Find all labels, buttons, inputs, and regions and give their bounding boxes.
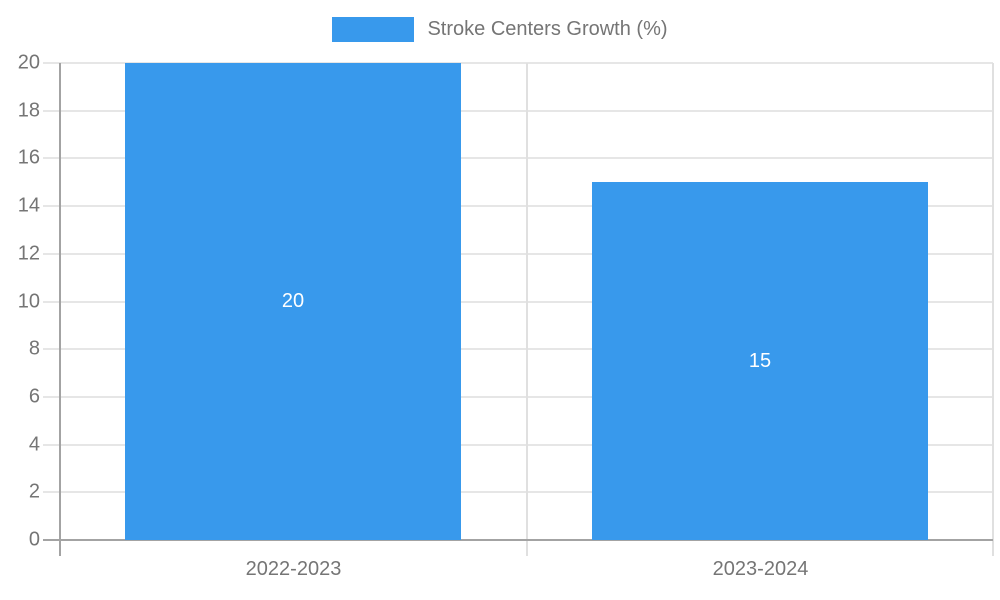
bar-value-label-2023-2024: 15 — [748, 349, 772, 372]
ytick-mark-14 — [43, 205, 60, 207]
legend-swatch-icon — [332, 17, 415, 42]
legend-label: Stroke Centers Growth (%) — [427, 18, 668, 40]
y-axis-label-0: 0 — [28, 528, 40, 551]
y-axis-label-8: 8 — [28, 337, 40, 360]
ytick-mark-8 — [43, 348, 60, 350]
y-axis-label-20: 20 — [17, 51, 40, 74]
y-axis-line — [59, 63, 61, 556]
x-axis-baseline — [43, 539, 993, 541]
category-boundary-line-1 — [526, 63, 528, 556]
y-axis-label-2: 2 — [28, 480, 40, 503]
ytick-mark-18 — [43, 110, 60, 112]
bar-2023-2024[interactable]: 15 — [592, 182, 928, 540]
ytick-mark-2 — [43, 491, 60, 493]
y-axis-label-14: 14 — [17, 194, 40, 217]
y-axis-label-12: 12 — [17, 242, 40, 265]
ytick-mark-20 — [43, 62, 60, 64]
bar-value-label-2022-2023: 20 — [281, 290, 305, 312]
ytick-mark-6 — [43, 396, 60, 398]
ytick-mark-12 — [43, 253, 60, 255]
legend[interactable]: Stroke Centers Growth (%) — [0, 17, 1000, 42]
y-axis-label-4: 4 — [28, 433, 40, 456]
y-axis-label-18: 18 — [17, 99, 40, 122]
x-axis-label-2022-2023: 2022-2023 — [245, 558, 342, 580]
ytick-mark-4 — [43, 444, 60, 446]
x-axis-label-2023-2024: 2023-2024 — [712, 558, 809, 580]
y-axis-label-10: 10 — [17, 290, 40, 313]
category-boundary-line-2 — [992, 63, 994, 556]
bar-2022-2023[interactable]: 20 — [125, 63, 461, 540]
y-axis-label-16: 16 — [17, 146, 40, 169]
ytick-mark-16 — [43, 157, 60, 159]
ytick-mark-10 — [43, 301, 60, 303]
y-axis-label-6: 6 — [28, 385, 40, 408]
